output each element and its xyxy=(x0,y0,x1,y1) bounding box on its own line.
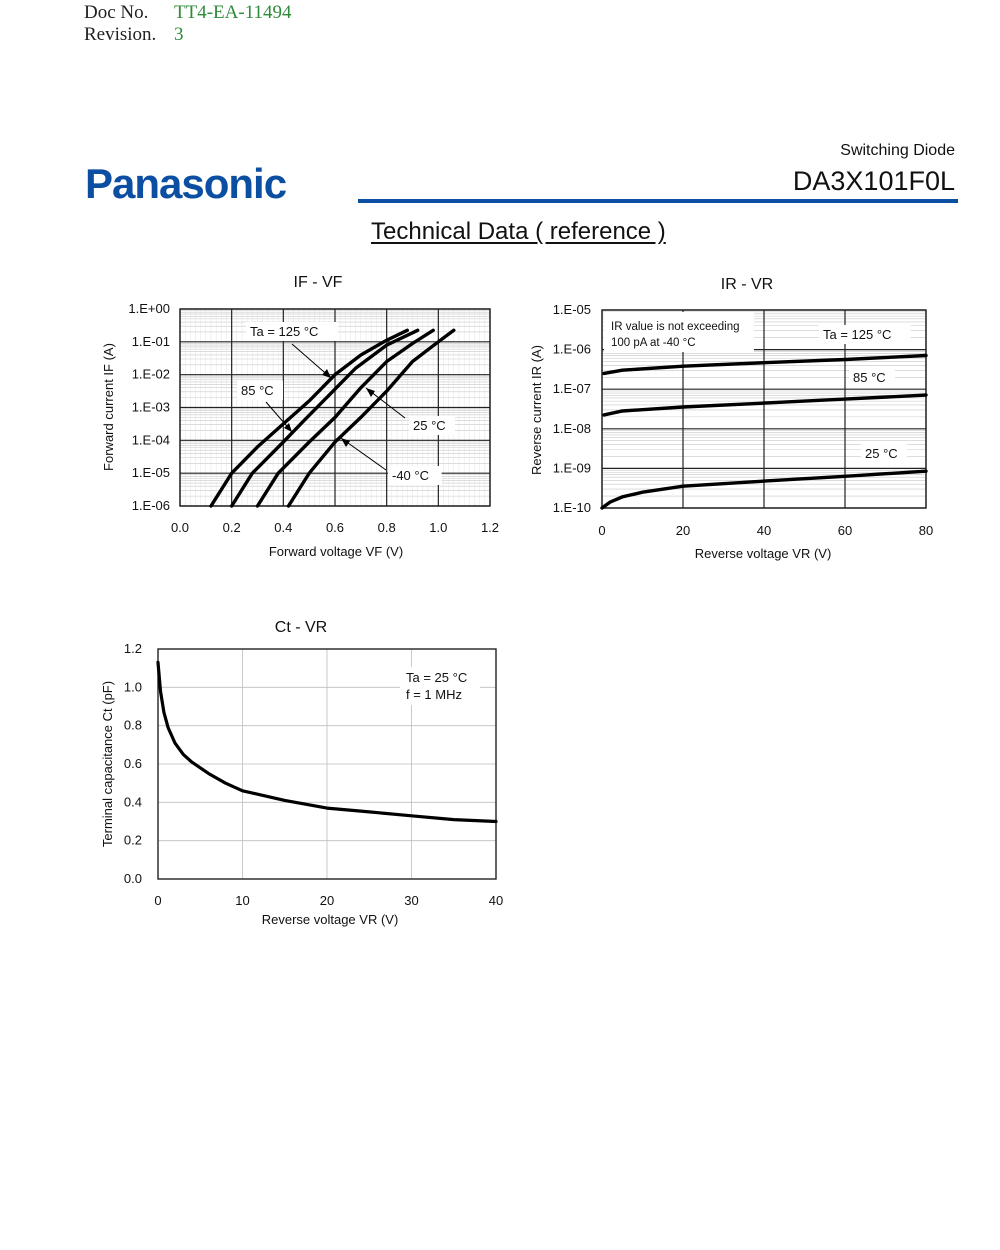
y-tick-label: 1.E-03 xyxy=(132,400,170,415)
x-tick-label: 1.0 xyxy=(429,520,447,535)
x-tick-label: 10 xyxy=(235,893,249,908)
y-tick-label: 1.E-05 xyxy=(553,302,591,317)
annotation-bg xyxy=(237,381,283,400)
y-tick-label: 1.E-06 xyxy=(553,342,591,357)
annotation-bg xyxy=(388,466,442,485)
y-tick-label: 0.0 xyxy=(124,871,142,886)
x-tick-label: 40 xyxy=(489,893,503,908)
y-tick-label: 1.E-01 xyxy=(132,334,170,349)
annotation-label: 85 °C xyxy=(241,383,274,398)
series-line xyxy=(600,469,928,510)
revision-label: Revision. xyxy=(84,24,157,45)
plot-frame xyxy=(179,308,491,507)
x-tick-label: 0.4 xyxy=(274,520,292,535)
y-tick-label: 1.E-07 xyxy=(553,381,591,396)
plot-frame xyxy=(601,309,927,509)
annotation-label: -40 °C xyxy=(392,468,429,483)
product-type: Switching Diode xyxy=(840,142,955,159)
y-tick-label: 1.E-09 xyxy=(553,460,591,475)
annotation-bg xyxy=(400,667,480,705)
x-axis-label: Forward voltage VF (V) xyxy=(269,544,403,559)
series-line xyxy=(602,353,928,376)
annotation-label: f = 1 MHz xyxy=(406,687,462,702)
series-line xyxy=(602,393,928,417)
y-tick-label: 1.E-04 xyxy=(132,432,170,447)
y-tick-label: 1.E-05 xyxy=(132,465,170,480)
annotation-arrowhead xyxy=(284,423,292,432)
plot-frame xyxy=(157,648,497,880)
series-line xyxy=(156,660,498,824)
chart-title: Ct - VR xyxy=(275,619,327,636)
doc-number-row: Doc No. TT4-EA-11494 xyxy=(84,2,292,24)
series-line xyxy=(230,328,420,508)
series-line xyxy=(286,328,456,508)
annotation-arrowhead xyxy=(322,369,331,378)
x-tick-label: 40 xyxy=(757,523,771,538)
annotation-bg xyxy=(409,416,455,435)
annotation-label: Ta = 125 °C xyxy=(250,324,318,339)
x-axis-label: Reverse voltage VR (V) xyxy=(262,912,399,927)
x-tick-label: 0.8 xyxy=(378,520,396,535)
annotation-bg xyxy=(849,368,895,387)
annotation-bg xyxy=(246,322,338,341)
y-tick-label: 1.E-08 xyxy=(553,421,591,436)
y-tick-label: 1.E-06 xyxy=(132,498,170,513)
annotation-label: Ta = 125 °C xyxy=(823,327,891,342)
chart-title: IR - VR xyxy=(721,276,773,293)
y-tick-label: 1.E-02 xyxy=(132,367,170,382)
revision-value: 3 xyxy=(174,24,184,45)
x-tick-label: 20 xyxy=(320,893,334,908)
part-number: DA3X101F0L xyxy=(792,166,955,196)
x-tick-label: 0.2 xyxy=(223,520,241,535)
annotation-label: 85 °C xyxy=(853,370,886,385)
annotation-bg xyxy=(604,312,754,352)
page-title: Technical Data ( reference ) xyxy=(371,218,666,245)
annotation-label: 25 °C xyxy=(413,418,446,433)
series-line xyxy=(209,328,409,508)
doc-number-label: Doc No. xyxy=(84,2,149,23)
y-tick-label: 1.0 xyxy=(124,679,142,694)
y-tick-label: 1.E+00 xyxy=(128,301,170,316)
brand-logo: Panasonic xyxy=(85,160,287,207)
annotation-bg xyxy=(819,325,911,344)
annotation-note-line2: 100 pA at -40 °C xyxy=(611,337,696,349)
x-tick-label: 20 xyxy=(676,523,690,538)
y-axis-label: Forward current IF (A) xyxy=(101,343,116,471)
chart-title: IF - VF xyxy=(294,274,343,291)
y-axis-label: Terminal capacitance Ct (pF) xyxy=(100,681,115,847)
x-tick-label: 0.6 xyxy=(326,520,344,535)
y-axis-label: Reverse current IR (A) xyxy=(529,345,544,475)
annotation-note-line1: IR value is not exceeding xyxy=(611,321,740,333)
annotation-label: Ta = 25 °C xyxy=(406,670,467,685)
y-tick-label: 0.8 xyxy=(124,718,142,733)
y-tick-label: 0.6 xyxy=(124,756,142,771)
annotation-pointer xyxy=(340,437,387,471)
y-tick-label: 1.2 xyxy=(124,641,142,656)
y-tick-label: 0.2 xyxy=(124,833,142,848)
x-tick-label: 0.0 xyxy=(171,520,189,535)
header-rule xyxy=(358,199,958,203)
x-tick-label: 1.2 xyxy=(481,520,499,535)
x-tick-label: 0 xyxy=(154,893,161,908)
x-tick-label: 30 xyxy=(404,893,418,908)
revision-row: Revision. 3 xyxy=(84,24,292,46)
x-tick-label: 80 xyxy=(919,523,933,538)
annotation-arrowhead xyxy=(366,388,375,397)
x-tick-label: 0 xyxy=(598,523,605,538)
annotation-label: 25 °C xyxy=(865,446,898,461)
y-tick-label: 1.E-10 xyxy=(553,500,591,515)
annotation-bg xyxy=(861,444,907,463)
y-tick-label: 0.4 xyxy=(124,794,142,809)
x-axis-label: Reverse voltage VR (V) xyxy=(695,546,832,561)
series-line xyxy=(255,328,435,508)
document-info: Doc No. TT4-EA-11494 Revision. 3 xyxy=(84,2,292,46)
x-tick-label: 60 xyxy=(838,523,852,538)
annotation-arrowhead xyxy=(341,438,350,447)
doc-number-value: TT4-EA-11494 xyxy=(174,2,292,23)
